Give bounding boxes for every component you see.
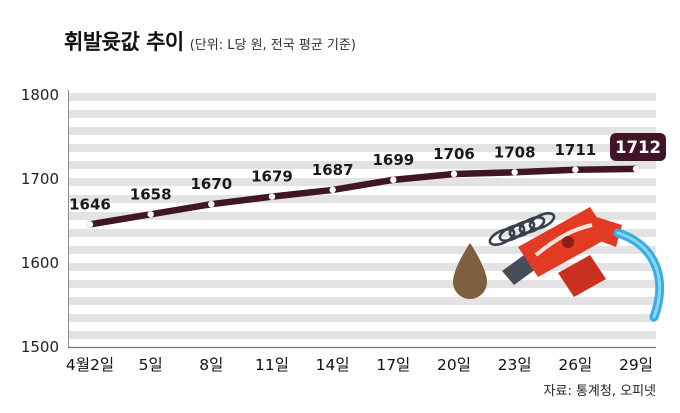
last-value-badge: 1712 bbox=[610, 133, 666, 161]
data-line bbox=[86, 165, 640, 228]
svg-text:26일: 26일 bbox=[558, 356, 592, 374]
svg-text:1711: 1711 bbox=[554, 141, 596, 159]
chart-subtitle: (단위: L당 원, 전국 평균 기준) bbox=[189, 38, 356, 53]
svg-text:8일: 8일 bbox=[199, 356, 223, 374]
svg-text:11일: 11일 bbox=[255, 356, 289, 374]
svg-text:1800: 1800 bbox=[21, 86, 59, 104]
value-labels: 1646 1658 1670 1679 1687 1699 1706 1708 1711 bbox=[69, 141, 596, 214]
svg-text:14일: 14일 bbox=[316, 356, 350, 374]
svg-text:1712: 1712 bbox=[615, 138, 661, 157]
svg-text:1699: 1699 bbox=[372, 151, 414, 169]
x-axis-labels: 4월2일 5일 8일 11일 14일 17일 20일 23일 26일 29일 bbox=[66, 356, 653, 374]
svg-text:1600: 1600 bbox=[21, 254, 59, 272]
svg-text:5일: 5일 bbox=[139, 356, 163, 374]
svg-text:23일: 23일 bbox=[498, 356, 532, 374]
svg-text:1700: 1700 bbox=[21, 170, 59, 188]
source-note: 자료: 통계청, 오피넷 bbox=[543, 384, 656, 399]
svg-text:4월2일: 4월2일 bbox=[66, 356, 114, 374]
svg-text:17일: 17일 bbox=[376, 356, 410, 374]
svg-text:1646: 1646 bbox=[69, 195, 111, 213]
svg-text:1708: 1708 bbox=[494, 143, 536, 161]
svg-text:1500: 1500 bbox=[21, 338, 59, 356]
chart-title: 휘발윳값 추이 bbox=[64, 30, 184, 54]
svg-text:1658: 1658 bbox=[130, 185, 172, 203]
svg-text:1670: 1670 bbox=[190, 175, 232, 193]
y-axis-labels: 1500 1600 1700 1800 bbox=[21, 86, 59, 356]
svg-text:20일: 20일 bbox=[437, 356, 471, 374]
svg-text:1679: 1679 bbox=[251, 168, 293, 186]
svg-text:1706: 1706 bbox=[433, 145, 475, 163]
data-markers bbox=[86, 165, 640, 228]
svg-text:1687: 1687 bbox=[312, 161, 354, 179]
svg-text:29일: 29일 bbox=[619, 356, 653, 374]
chart-header: 휘발윳값 추이 (단위: L당 원, 전국 평균 기준) bbox=[64, 26, 356, 56]
